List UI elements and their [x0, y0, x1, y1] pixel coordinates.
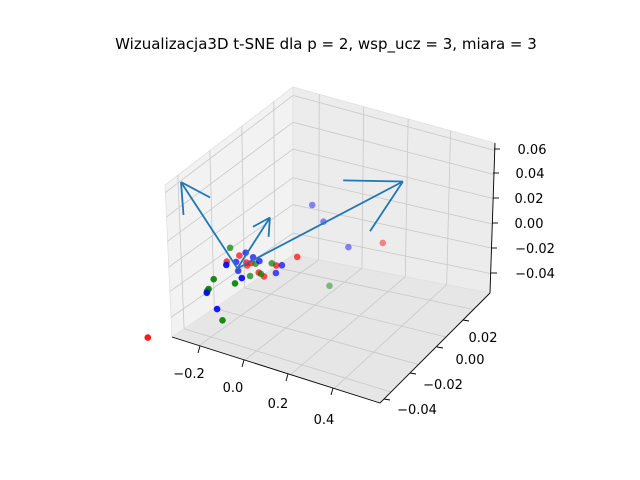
blue-point [256, 257, 263, 265]
y-tick-mark [409, 372, 417, 375]
x-tick-mark [330, 387, 334, 396]
blue-point [272, 269, 280, 277]
z-tick-label: 0.00 [515, 217, 544, 232]
chart-title: Wizualizacja3D t-SNE dla p = 2, wsp_ucz … [115, 35, 537, 54]
blue-point [345, 243, 352, 251]
z-axis-line [489, 142, 496, 294]
blue-point [203, 289, 211, 297]
z-grid-line-left [170, 232, 294, 318]
x-grid-line-floor [290, 276, 406, 375]
y-tick-label: 0.00 [456, 353, 485, 368]
y-tick-label: 0.02 [469, 331, 498, 346]
x-grid-line-back [404, 118, 409, 277]
y-tick-mark [383, 398, 391, 401]
z-grid-line-left [166, 121, 294, 218]
blue-point [213, 305, 221, 313]
vector-arrow-shaft [180, 181, 239, 269]
x-axis-line [171, 336, 381, 404]
blue-point [278, 261, 286, 269]
y-grid-line-floor [244, 287, 447, 338]
y-grid-line-floor [274, 266, 474, 310]
vector-arrow-head [267, 217, 271, 237]
z-tick-group: −0.04 −0.02 0.00 0.02 0.04 0.06 [491, 143, 555, 282]
z-grid-line-back [292, 121, 495, 175]
red-point [379, 239, 387, 247]
vector-arrow-shaft [236, 217, 271, 269]
x-grid-line-back [361, 106, 365, 269]
green-point [268, 260, 276, 267]
green-point [246, 272, 254, 280]
red-point [236, 252, 243, 259]
grid-lines [165, 94, 495, 393]
x-grid-line-floor [333, 284, 447, 389]
y-tick-group: −0.04 −0.02 0.00 0.02 [383, 319, 498, 418]
vector-arrow-head [180, 181, 211, 199]
z-grid-line-back [292, 177, 493, 225]
y-tick-mark [436, 346, 444, 349]
z-tick-label: −0.02 [515, 242, 555, 257]
y-axis-line [379, 292, 491, 404]
green-point [257, 270, 265, 278]
green-point [226, 244, 234, 252]
z-grid-line-back [292, 204, 492, 249]
green-point [210, 275, 217, 283]
x-tick-group: −0.2 0.0 0.2 0.4 [173, 345, 335, 428]
vector-arrow-head [252, 216, 271, 228]
x-grid-line-back [318, 94, 320, 260]
z-tick-label: 0.06 [518, 143, 547, 158]
red-point [293, 253, 301, 261]
z-grid-line-left [168, 177, 294, 268]
z-grid-line-back [292, 148, 494, 199]
z-grid-line-left [165, 95, 294, 193]
x-tick-mark [241, 359, 245, 368]
vector-arrow-head [343, 179, 403, 183]
x-tick-label: −0.2 [173, 367, 205, 382]
z-tick-label: 0.04 [516, 167, 545, 182]
y-tick-label: −0.02 [423, 378, 463, 393]
x-grid-line-floor [198, 259, 319, 346]
red-point [144, 334, 152, 341]
x-grid-line-floor [244, 267, 363, 361]
x-grid-line-back [446, 130, 451, 285]
green-point [219, 317, 226, 324]
blue-point [223, 261, 230, 269]
vector-arrow-head [180, 182, 185, 215]
green-point [326, 282, 333, 290]
x-tick-label: 0.4 [314, 413, 335, 428]
x-tick-label: 0.2 [268, 397, 289, 412]
z-grid-line-back [292, 95, 495, 151]
blue-point [238, 274, 246, 282]
y-grid-line-floor [214, 307, 419, 365]
z-tick-label: 0.02 [515, 192, 544, 207]
z-tick-label: −0.04 [515, 267, 555, 282]
x-tick-mark [197, 345, 201, 354]
axes-3d: −0.2 0.0 0.2 0.4 −0.04 −0.02 0.00 0.02 −… [164, 86, 555, 428]
vector-arrow-shaft [236, 180, 404, 270]
x-tick-label: 0.0 [223, 381, 244, 396]
plot-marks [144, 179, 404, 341]
y-tick-label: −0.04 [397, 403, 437, 418]
vector-arrow-head [369, 181, 404, 232]
z-grid-line-back [292, 232, 491, 274]
blue-point [308, 201, 316, 209]
y-grid-line-left [273, 101, 276, 268]
y-grid-line-left [177, 175, 185, 329]
y-tick-mark [462, 319, 470, 322]
x-tick-mark [285, 373, 289, 382]
blue-point [234, 267, 242, 275]
y-grid-line-floor [183, 328, 392, 393]
z-grid-line-left [167, 148, 294, 242]
green-point [231, 280, 239, 287]
